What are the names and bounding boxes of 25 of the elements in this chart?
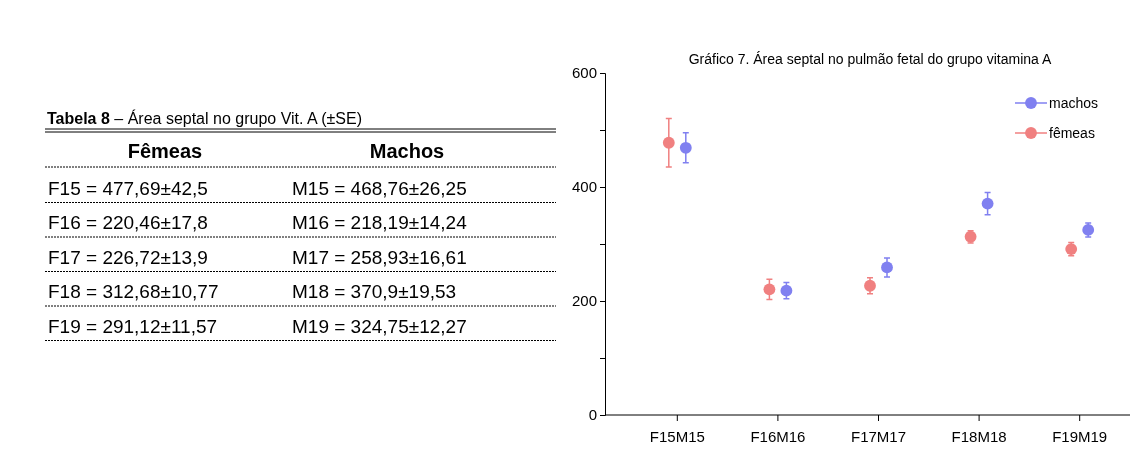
text: F16 = 220,46±17,8 <box>48 212 208 233</box>
x-tick-label: F19M19 <box>1052 428 1108 445</box>
text: F18 = 312,68±10,77 <box>48 281 219 302</box>
x-tick-label: F16M16 <box>750 428 806 445</box>
y-tick-label: 200 <box>571 292 597 310</box>
text: F15 = 477,69±42,5 <box>48 177 208 199</box>
text: M16 = 218,19±14,24 <box>292 212 468 233</box>
y-tick-label: 0 <box>588 406 597 424</box>
text: F17 = 226,72±13,9 <box>48 246 208 268</box>
x-tick-label: F15M15 <box>649 428 705 445</box>
text: M18 = 370,9±19,53 <box>292 281 457 302</box>
y-tick-label: 600 <box>571 64 597 82</box>
text: F19 = 291,12±11,57 <box>48 315 218 337</box>
text: M15 = 468,76±26,25 <box>292 177 467 199</box>
y-tick-label: 400 <box>571 178 597 196</box>
text: M19 = 324,75±12,27 <box>292 315 467 337</box>
text: Tabela 8 – Área septal no grupo Vit. A (±SE) <box>47 109 363 127</box>
x-tick-label: F17M17 <box>850 428 907 445</box>
text: Fêmeas <box>127 140 203 162</box>
text: M17 = 258,93±16,61 <box>292 246 467 268</box>
legend-label: fêmeas <box>1049 125 1095 141</box>
x-tick-label: F18M18 <box>951 428 1007 445</box>
chart-title: Gráfico 7. Área septal no pulmão fetal do grupo vitamina A <box>688 51 1052 67</box>
legend-label: machos <box>1049 95 1099 111</box>
text: Machos <box>369 140 445 162</box>
